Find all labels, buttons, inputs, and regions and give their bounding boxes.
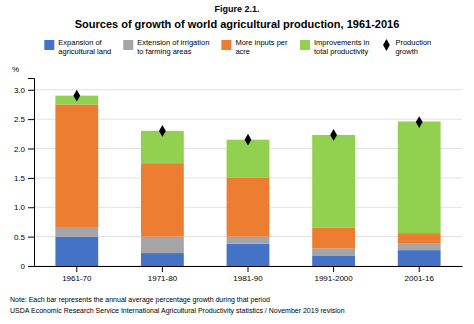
bar-series bbox=[55, 96, 440, 233]
point bbox=[330, 129, 337, 141]
legend-swatch bbox=[44, 40, 54, 50]
legend-swatch bbox=[300, 40, 310, 50]
tick: 1981-90 bbox=[233, 266, 263, 283]
bar bbox=[312, 135, 355, 228]
tick-label: 1991-2000 bbox=[314, 274, 353, 283]
tick-mark bbox=[28, 237, 34, 238]
tick-mark bbox=[419, 266, 420, 272]
bar bbox=[55, 237, 98, 266]
tick: 2001-16 bbox=[405, 266, 435, 283]
tick-mark bbox=[28, 266, 34, 267]
tick: 1971-80 bbox=[148, 266, 178, 283]
tick: 0.5 bbox=[14, 233, 34, 242]
chart: Figure 2.1. Sources of growth of world ag… bbox=[0, 0, 474, 324]
tick-mark bbox=[28, 207, 34, 208]
figure-label: Figure 2.1. bbox=[214, 4, 259, 14]
tick: 3.0 bbox=[14, 86, 34, 95]
tick-mark bbox=[333, 266, 334, 272]
tick-mark bbox=[28, 178, 34, 179]
tick-mark bbox=[76, 266, 77, 272]
point bbox=[73, 90, 80, 102]
legend-label: Improvements intotal productivity bbox=[314, 38, 369, 56]
x-axis: 1961-70 1971-80 1981-90 1991-2000 2001-16 bbox=[35, 266, 463, 283]
title: Sources of growth of world agricultural … bbox=[75, 18, 400, 30]
y-axis-label: % bbox=[12, 65, 19, 74]
legend-swatch bbox=[383, 39, 390, 51]
tick-mark bbox=[28, 149, 34, 150]
grid-line bbox=[34, 89, 462, 90]
legend-swatch bbox=[123, 40, 133, 50]
bar bbox=[227, 237, 270, 244]
bar bbox=[141, 253, 184, 266]
bar bbox=[55, 104, 98, 227]
tick: 1.0 bbox=[14, 203, 34, 212]
bar bbox=[55, 228, 98, 237]
bar bbox=[398, 121, 441, 233]
legend: Expansion ofagricultural land Extension o… bbox=[44, 38, 431, 56]
legend-item: Productiongrowth bbox=[383, 38, 431, 56]
tick-label: 3.0 bbox=[14, 86, 26, 95]
legend-swatch bbox=[221, 40, 231, 50]
tick-label: 0.5 bbox=[14, 233, 26, 242]
legend-item: Improvements intotal productivity bbox=[300, 38, 369, 56]
grid bbox=[34, 90, 462, 266]
tick: 1.5 bbox=[14, 174, 34, 183]
legend-item: Extension of irrigationto farming areas bbox=[123, 38, 209, 56]
bar bbox=[141, 237, 184, 253]
axis-line bbox=[28, 79, 35, 267]
tick-label: 0 bbox=[21, 262, 26, 271]
bar bbox=[227, 178, 270, 237]
y-axis: 0 0.5 1.0 1.5 2.0 2.5 3.0 bbox=[14, 79, 35, 272]
legend-item: Expansion ofagricultural land bbox=[44, 38, 111, 56]
bar bbox=[312, 255, 355, 266]
legend-label: Extension of irrigationto farming areas bbox=[137, 38, 209, 56]
note: USDA Economic Research Service Internati… bbox=[10, 307, 345, 315]
tick-label: 1.5 bbox=[14, 174, 26, 183]
legend-item: More inputs peracre bbox=[221, 38, 288, 56]
bar bbox=[398, 243, 441, 250]
tick-label: 2001-16 bbox=[405, 274, 435, 283]
bar bbox=[398, 233, 441, 243]
point bbox=[416, 116, 423, 128]
tick-label: 1981-90 bbox=[233, 274, 263, 283]
legend-label: Expansion ofagricultural land bbox=[58, 38, 111, 56]
legend-label: More inputs peracre bbox=[235, 38, 288, 56]
tick: 2.0 bbox=[14, 145, 34, 154]
bar bbox=[227, 244, 270, 266]
bar-series bbox=[55, 237, 440, 266]
tick: 2.5 bbox=[14, 115, 34, 124]
tick-label: 1971-80 bbox=[148, 274, 178, 283]
tick-label: 1.0 bbox=[14, 203, 26, 212]
bar bbox=[398, 250, 441, 266]
bar-series bbox=[55, 104, 440, 248]
tick: 1961-70 bbox=[62, 266, 92, 283]
legend-label: Productiongrowth bbox=[395, 38, 431, 56]
tick-mark bbox=[248, 266, 249, 272]
bar bbox=[312, 228, 355, 249]
tick-mark bbox=[162, 266, 163, 272]
tick-label: 1961-70 bbox=[62, 274, 92, 283]
note: Note: Each bar represents the annual ave… bbox=[10, 296, 270, 304]
tick-label: 2.5 bbox=[14, 115, 26, 124]
tick: 1991-2000 bbox=[314, 266, 353, 283]
bar bbox=[312, 248, 355, 255]
plot-area bbox=[55, 90, 440, 266]
tick-mark bbox=[28, 119, 34, 120]
bar bbox=[141, 163, 184, 236]
point bbox=[159, 125, 166, 137]
point bbox=[245, 134, 252, 146]
point-series bbox=[73, 90, 422, 146]
tick-label: 2.0 bbox=[14, 145, 26, 154]
tick: 0 bbox=[21, 262, 34, 271]
tick-mark bbox=[28, 90, 34, 91]
